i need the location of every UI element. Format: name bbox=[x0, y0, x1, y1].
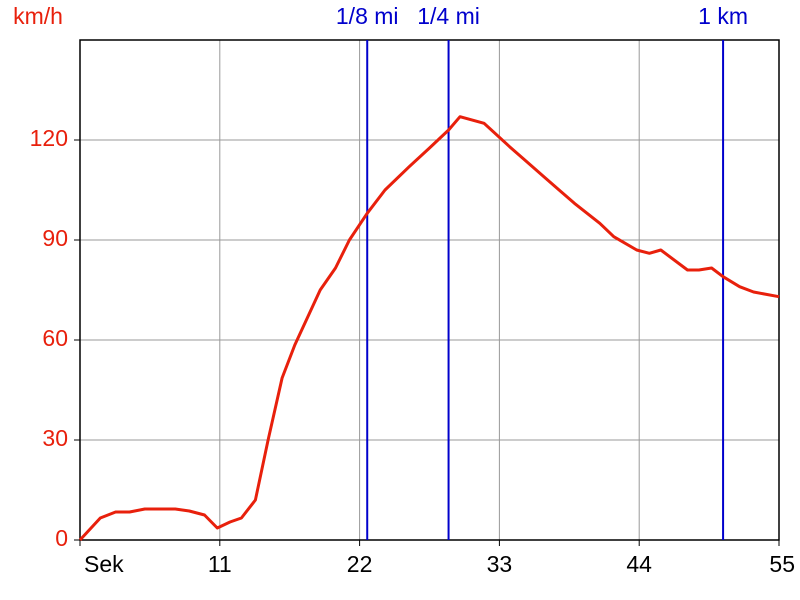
distance-marker-label: 1/4 mi bbox=[417, 3, 480, 29]
speed-line bbox=[78, 115, 780, 542]
y-axis-label: km/h bbox=[13, 3, 63, 29]
x-tick-label: 22 bbox=[347, 551, 373, 577]
y-tick-label: 90 bbox=[42, 225, 68, 251]
x-tick-label: 11 bbox=[208, 551, 232, 577]
x-tick-label: 33 bbox=[487, 551, 513, 577]
distance-marker-label: 1/8 mi bbox=[336, 3, 399, 29]
y-tick-label: 120 bbox=[30, 125, 68, 151]
x-tick-label: 55 bbox=[769, 551, 795, 577]
x-tick-label: Sek bbox=[84, 551, 124, 577]
y-tick-label: 30 bbox=[42, 425, 68, 451]
plot-frame bbox=[79, 39, 780, 541]
y-tick-label: 0 bbox=[55, 525, 68, 551]
y-tick-label: 60 bbox=[42, 325, 68, 351]
distance-marker-label: 1 km bbox=[698, 3, 748, 29]
x-tick-label: 44 bbox=[626, 551, 652, 577]
